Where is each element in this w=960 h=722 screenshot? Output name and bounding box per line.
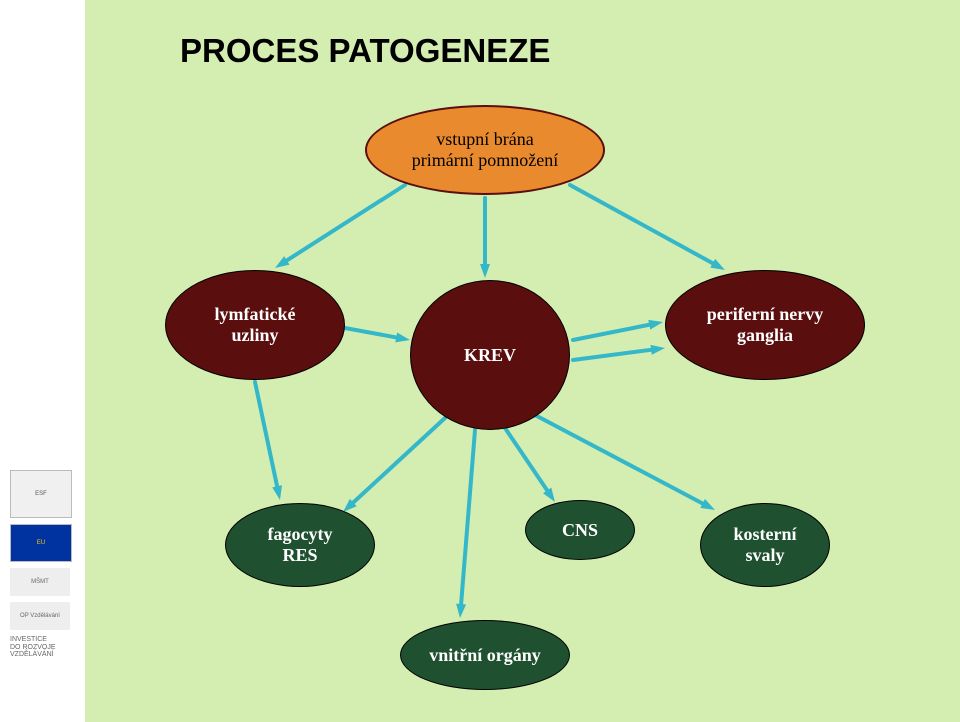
logo-stack: ESF EU MŠMT OP Vzdělávání INVESTICE DO R… [10, 470, 75, 659]
node-label: vstupní brána [412, 129, 558, 150]
node-label: kosterní [734, 524, 797, 545]
left-sidebar: ESF EU MŠMT OP Vzdělávání INVESTICE DO R… [0, 0, 85, 722]
node-blood: KREV [410, 280, 570, 430]
node-entry-gate: vstupní brána primární pomnožení [365, 105, 605, 195]
node-fagocyty-res: fagocyty RES [225, 503, 375, 587]
invest-line: INVESTICE [10, 636, 75, 644]
diagram-stage: PROCES PATOGENEZE vstupní brána primární… [85, 0, 960, 722]
node-label: lymfatické [215, 304, 296, 325]
node-label: uzliny [215, 325, 296, 346]
node-internal-organs: vnitřní orgány [400, 620, 570, 690]
node-label: vnitřní orgány [429, 645, 541, 666]
node-label: svaly [734, 545, 797, 566]
node-lymph-nodes: lymfatické uzliny [165, 270, 345, 380]
op-logo: OP Vzdělávání [10, 602, 70, 630]
node-skeletal-muscle: kosterní svaly [700, 503, 830, 587]
node-label: ganglia [707, 325, 823, 346]
node-label: RES [268, 545, 333, 566]
node-label: fagocyty [268, 524, 333, 545]
msmt-logo: MŠMT [10, 568, 70, 596]
node-label: CNS [562, 520, 598, 541]
node-cns: CNS [525, 500, 635, 560]
invest-text: INVESTICE DO ROZVOJE VZDĚLÁVÁNÍ [10, 636, 75, 659]
node-label: primární pomnožení [412, 150, 558, 171]
node-peripheral-nerves: periferní nervy ganglia [665, 270, 865, 380]
invest-line: VZDĚLÁVÁNÍ [10, 651, 75, 659]
node-label: periferní nervy [707, 304, 823, 325]
eu-logo: EU [10, 524, 72, 562]
node-label: KREV [464, 345, 516, 366]
esf-logo: ESF [10, 470, 72, 518]
slide-title: PROCES PATOGENEZE [180, 32, 550, 70]
